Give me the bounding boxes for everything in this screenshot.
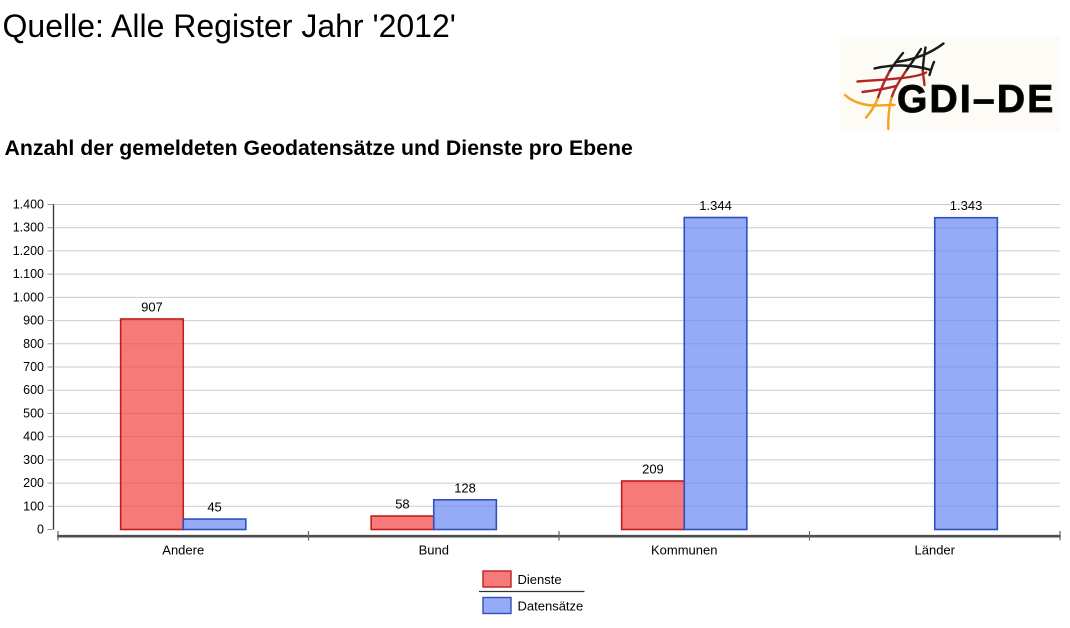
svg-text:500: 500 [23, 406, 44, 420]
svg-text:Länder: Länder [915, 543, 956, 558]
svg-text:Anzahl der gemeldeten Geodaten: Anzahl der gemeldeten Geodatensätze und … [5, 136, 634, 160]
svg-text:300: 300 [23, 453, 44, 467]
svg-text:Andere: Andere [162, 543, 204, 558]
svg-text:907: 907 [141, 299, 163, 314]
svg-text:1.343: 1.343 [950, 198, 983, 213]
svg-text:58: 58 [395, 497, 409, 512]
svg-text:1.300: 1.300 [13, 221, 44, 235]
svg-text:209: 209 [642, 461, 664, 476]
svg-text:1.000: 1.000 [13, 290, 44, 304]
svg-text:1.400: 1.400 [13, 198, 44, 212]
svg-text:1.200: 1.200 [13, 244, 44, 258]
svg-text:128: 128 [454, 480, 476, 495]
svg-text:45: 45 [207, 500, 221, 515]
svg-text:600: 600 [23, 383, 44, 397]
svg-text:Quelle: Alle Register Jahr '20: Quelle: Alle Register Jahr '2012' [3, 8, 456, 44]
svg-text:900: 900 [23, 314, 44, 328]
svg-text:Kommunen: Kommunen [651, 543, 717, 558]
svg-text:200: 200 [23, 476, 44, 490]
svg-text:0: 0 [37, 523, 44, 537]
svg-text:GDI–DE: GDI–DE [897, 78, 1055, 121]
svg-text:800: 800 [23, 337, 44, 351]
svg-text:700: 700 [23, 360, 44, 374]
svg-text:Bund: Bund [419, 543, 449, 558]
svg-text:1.100: 1.100 [13, 267, 44, 281]
svg-text:100: 100 [23, 499, 44, 513]
svg-text:1.344: 1.344 [699, 198, 732, 213]
svg-text:Datensätze: Datensätze [518, 599, 584, 614]
svg-text:Dienste: Dienste [518, 572, 562, 587]
svg-text:400: 400 [23, 430, 44, 444]
